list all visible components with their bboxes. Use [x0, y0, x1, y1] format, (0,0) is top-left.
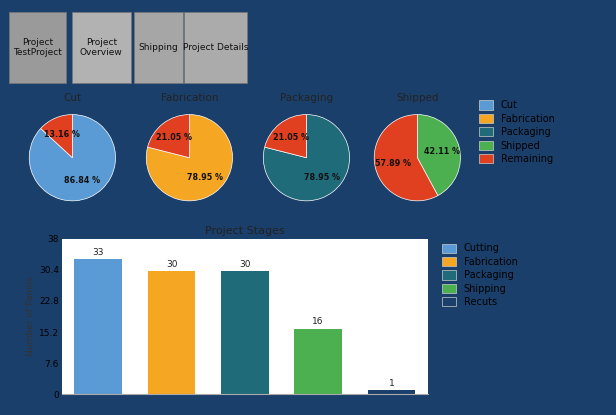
Text: 42.11 %: 42.11 % — [424, 147, 460, 156]
Bar — [294, 329, 342, 394]
Bar — [368, 390, 415, 394]
Bar — [221, 271, 269, 394]
Wedge shape — [417, 115, 460, 195]
Title: Cut: Cut — [63, 93, 81, 103]
Wedge shape — [264, 115, 350, 201]
Wedge shape — [375, 115, 438, 201]
Text: 78.95 %: 78.95 % — [187, 173, 223, 182]
Bar — [75, 259, 122, 394]
Text: 1: 1 — [389, 379, 394, 388]
Text: 21.05 %: 21.05 % — [273, 134, 309, 142]
Text: 16: 16 — [312, 317, 324, 326]
Text: 86.84 %: 86.84 % — [64, 176, 100, 185]
Text: 21.05 %: 21.05 % — [156, 134, 192, 142]
Wedge shape — [265, 115, 307, 158]
Title: Packaging: Packaging — [280, 93, 333, 103]
Text: 30: 30 — [166, 260, 177, 269]
Text: 57.89 %: 57.89 % — [375, 159, 411, 168]
Wedge shape — [41, 115, 73, 158]
Text: Project
TestProject: Project TestProject — [14, 38, 62, 57]
Title: Shipped: Shipped — [396, 93, 439, 103]
Bar — [148, 271, 195, 394]
Wedge shape — [30, 115, 115, 201]
Text: 78.95 %: 78.95 % — [304, 173, 340, 182]
Text: Project
Overview: Project Overview — [80, 38, 123, 57]
Text: 30: 30 — [239, 260, 251, 269]
Text: Project Details: Project Details — [183, 43, 248, 52]
Text: 33: 33 — [92, 248, 104, 256]
Title: Project Stages: Project Stages — [205, 227, 285, 237]
Legend: Cutting, Fabrication, Packaging, Shipping, Recuts: Cutting, Fabrication, Packaging, Shippin… — [442, 244, 517, 307]
Y-axis label: Number of Panels: Number of Panels — [26, 276, 34, 356]
Text: 13.16 %: 13.16 % — [44, 130, 80, 139]
Text: Shipping: Shipping — [139, 43, 178, 52]
Title: Fabrication: Fabrication — [161, 93, 218, 103]
Legend: Cut, Fabrication, Packaging, Shipped, Remaining: Cut, Fabrication, Packaging, Shipped, Re… — [479, 100, 554, 164]
Wedge shape — [148, 115, 190, 158]
Wedge shape — [147, 115, 233, 201]
